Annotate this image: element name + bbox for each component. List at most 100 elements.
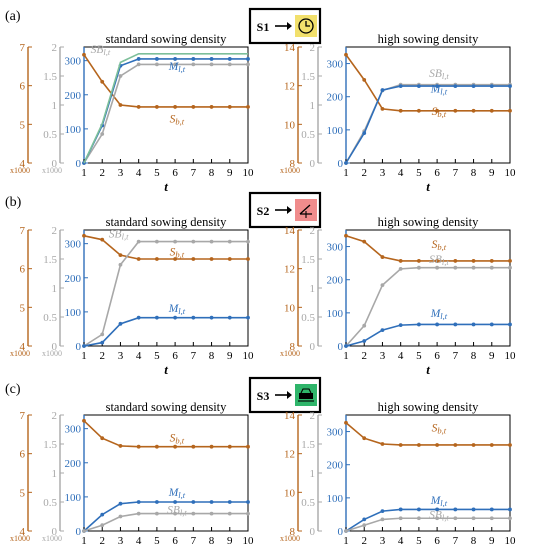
main-tick-label: 100 <box>65 307 82 319</box>
data-point <box>173 315 178 320</box>
series-label: Ml,t <box>168 303 186 316</box>
data-point <box>154 57 159 61</box>
chart-panel: standard sowing density4567x100000.511.5… <box>10 215 254 377</box>
data-point <box>136 105 141 109</box>
x-tick-label: 10 <box>243 535 255 547</box>
x-tick-label: 2 <box>99 167 105 179</box>
outer-tick-label: 12 <box>284 449 295 461</box>
data-point <box>471 507 476 512</box>
series-line <box>345 508 510 532</box>
x-tick-label: 6 <box>172 535 178 547</box>
x-tick-label: 9 <box>489 350 495 362</box>
main-tick-label: 0 <box>76 158 82 170</box>
data-point <box>435 259 440 263</box>
x-tick-label: 9 <box>227 167 233 179</box>
data-point <box>100 436 105 441</box>
data-point <box>136 500 141 504</box>
series-line <box>83 53 248 164</box>
mid-unit-label: x1000 <box>42 534 62 543</box>
data-point <box>380 442 385 446</box>
data-point <box>246 500 250 504</box>
x-tick-label: 5 <box>416 167 422 179</box>
data-point <box>471 443 476 447</box>
outer-tick-label: 14 <box>284 42 296 54</box>
data-point <box>191 257 196 261</box>
data-point <box>362 239 367 244</box>
main-tick-label: 200 <box>327 460 344 472</box>
data-point <box>227 105 232 109</box>
x-tick-label: 2 <box>99 350 105 362</box>
scenario-label: S3 <box>257 389 270 403</box>
x-tick-label: 4 <box>398 350 404 362</box>
outer-tick-label: 7 <box>20 225 26 237</box>
data-point <box>136 57 141 61</box>
data-point <box>398 259 403 263</box>
data-point <box>82 418 86 423</box>
x-tick-label: 5 <box>416 535 422 547</box>
data-point <box>453 108 458 113</box>
main-tick-label: 100 <box>327 493 344 505</box>
x-tick-label: 1 <box>81 535 87 547</box>
data-point <box>508 84 512 89</box>
data-point <box>209 62 214 67</box>
data-point <box>246 257 250 261</box>
data-point <box>435 108 440 113</box>
data-point <box>416 84 421 89</box>
data-point <box>380 517 385 522</box>
data-point <box>136 62 141 67</box>
x-tick-label: 7 <box>453 350 459 362</box>
mid-tick-label: 1.5 <box>43 254 57 266</box>
chart-title: high sowing density <box>378 400 479 414</box>
main-tick-label: 200 <box>65 90 82 102</box>
machine-icon <box>295 384 317 406</box>
series-label: SBl,t <box>167 504 187 517</box>
data-point <box>118 103 123 107</box>
clock-face <box>298 18 314 34</box>
data-point <box>227 444 232 449</box>
series-line <box>345 517 510 532</box>
data-point <box>136 315 141 320</box>
outer-unit-label: x1000 <box>280 534 300 543</box>
chart-title: high sowing density <box>378 32 479 46</box>
data-point <box>508 259 512 263</box>
x-tick-label: 8 <box>209 350 215 362</box>
data-point <box>82 344 86 348</box>
data-point <box>435 265 440 270</box>
data-point <box>453 84 458 89</box>
data-point <box>362 131 367 136</box>
series-label: SBl,t <box>109 229 129 242</box>
data-point <box>398 84 403 89</box>
data-point <box>173 257 178 261</box>
x-tick-label: 2 <box>361 535 367 547</box>
mid-unit-label: x1000 <box>42 166 62 175</box>
x-tick-label: 4 <box>136 350 142 362</box>
x-tick-label: 4 <box>136 167 142 179</box>
x-tick-label: 3 <box>380 350 386 362</box>
series-label: SBl,t <box>429 254 449 267</box>
x-tick-label: 3 <box>118 350 124 362</box>
outer-tick-label: 10 <box>284 487 296 499</box>
main-tick-label: 200 <box>327 275 344 287</box>
chart-panel: high sowing density8101214x100000.511.52… <box>280 32 516 194</box>
data-point <box>154 315 159 320</box>
data-point <box>154 511 159 516</box>
series-line <box>83 54 248 108</box>
series-line <box>83 235 248 260</box>
series-line <box>83 240 248 347</box>
x-tick-label: 8 <box>471 350 477 362</box>
mid-tick-label: 0 <box>52 341 58 353</box>
x-tick-label: 10 <box>505 535 517 547</box>
data-point <box>209 500 214 504</box>
data-point <box>362 517 367 522</box>
data-point <box>398 323 403 328</box>
clock-hands <box>305 21 310 27</box>
series-line <box>83 63 248 164</box>
chart-title: standard sowing density <box>106 215 228 229</box>
data-point <box>489 108 494 113</box>
x-tick-label: 3 <box>118 535 124 547</box>
x-tick-label: 10 <box>505 167 517 179</box>
data-point <box>344 233 348 238</box>
data-point <box>398 266 403 271</box>
data-point <box>416 265 421 270</box>
